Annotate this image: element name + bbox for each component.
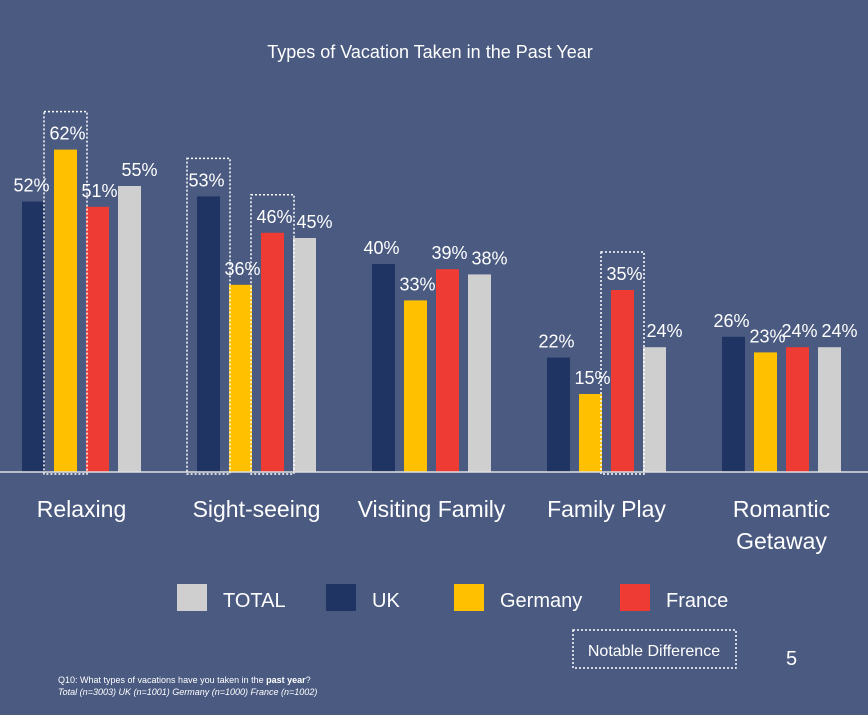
highlight-box-france-sight-seeing — [250, 194, 295, 475]
legend-label-germany: Germany — [500, 590, 582, 612]
page-number: 5 — [786, 648, 798, 670]
category-label-visiting-family: Visiting Family — [358, 496, 506, 522]
value-label-germany-romantic-getaway: 23% — [749, 326, 785, 346]
category-label-romantic-getaway: Romantic — [733, 496, 830, 522]
bar-germany-sight-seeing — [229, 284, 252, 472]
value-label-total-family-play: 24% — [646, 321, 682, 341]
bar-germany-visiting-family — [404, 300, 427, 472]
value-label-germany-visiting-family: 33% — [399, 274, 435, 294]
bar-uk-relaxing — [22, 201, 45, 472]
footnote: Q10: What types of vacations have you ta… — [58, 674, 317, 698]
notable-difference-key-label: Notable Difference — [588, 643, 720, 660]
value-label-france-family-play: 35% — [606, 264, 642, 284]
footnote-question: Q10: What types of vacations have you ta… — [58, 675, 311, 685]
legend-label-france: France — [666, 590, 728, 612]
value-label-uk-relaxing: 52% — [13, 176, 49, 196]
chart-title: Types of Vacation Taken in the Past Year — [267, 42, 593, 62]
value-label-total-visiting-family: 38% — [471, 248, 507, 268]
bar-total-visiting-family — [468, 274, 491, 472]
highlight-box-germany-relaxing — [43, 110, 88, 475]
value-label-germany-relaxing: 62% — [49, 124, 85, 144]
value-label-total-sight-seeing: 45% — [296, 212, 332, 232]
bar-germany-family-play — [579, 394, 602, 472]
category-label-sight-seeing: Sight-seeing — [193, 496, 321, 522]
bar-uk-romantic-getaway — [722, 336, 745, 472]
value-label-total-romantic-getaway: 24% — [821, 321, 857, 341]
bar-total-romantic-getaway — [818, 347, 841, 472]
bar-total-sight-seeing — [293, 238, 316, 472]
legend-label-uk: UK — [372, 590, 400, 612]
bar-france-family-play — [611, 290, 634, 472]
value-label-uk-romantic-getaway: 26% — [713, 311, 749, 331]
legend-label-total: TOTAL — [223, 590, 286, 612]
value-label-germany-sight-seeing: 36% — [224, 259, 260, 279]
value-label-france-relaxing: 51% — [81, 181, 117, 201]
footnote-sample: Total (n=3003) UK (n=1001) Germany (n=10… — [58, 687, 318, 697]
value-label-uk-sight-seeing: 53% — [188, 170, 224, 190]
bar-france-relaxing — [86, 206, 109, 473]
bar-uk-sight-seeing — [197, 196, 220, 472]
legend-swatch-total — [177, 584, 207, 611]
bar-france-romantic-getaway — [786, 347, 809, 472]
bar-germany-romantic-getaway — [754, 352, 777, 472]
bar-total-family-play — [643, 347, 666, 472]
value-label-france-romantic-getaway: 24% — [781, 321, 817, 341]
legend-swatch-germany — [454, 584, 484, 611]
bar-uk-family-play — [547, 357, 570, 472]
legend-swatch-uk — [326, 584, 356, 611]
value-label-germany-family-play: 15% — [574, 368, 610, 388]
value-label-france-sight-seeing: 46% — [256, 207, 292, 227]
bar-germany-relaxing — [54, 149, 77, 472]
bar-uk-visiting-family — [372, 264, 395, 472]
value-label-total-relaxing: 55% — [121, 160, 157, 180]
bar-france-visiting-family — [436, 269, 459, 472]
category-label-family-play: Family Play — [547, 496, 666, 522]
highlight-box-uk-sight-seeing — [186, 157, 231, 475]
category-label-relaxing: Relaxing — [37, 496, 127, 522]
value-label-uk-visiting-family: 40% — [363, 238, 399, 258]
notable-difference-key-box — [572, 629, 737, 669]
category-label-romantic-getaway: Getaway — [736, 528, 827, 554]
bar-france-sight-seeing — [261, 232, 284, 472]
value-label-france-visiting-family: 39% — [431, 243, 467, 263]
highlight-box-france-family-play — [600, 251, 645, 475]
legend-swatch-france — [620, 584, 650, 611]
bar-total-relaxing — [118, 186, 141, 472]
value-label-uk-family-play: 22% — [538, 332, 574, 352]
